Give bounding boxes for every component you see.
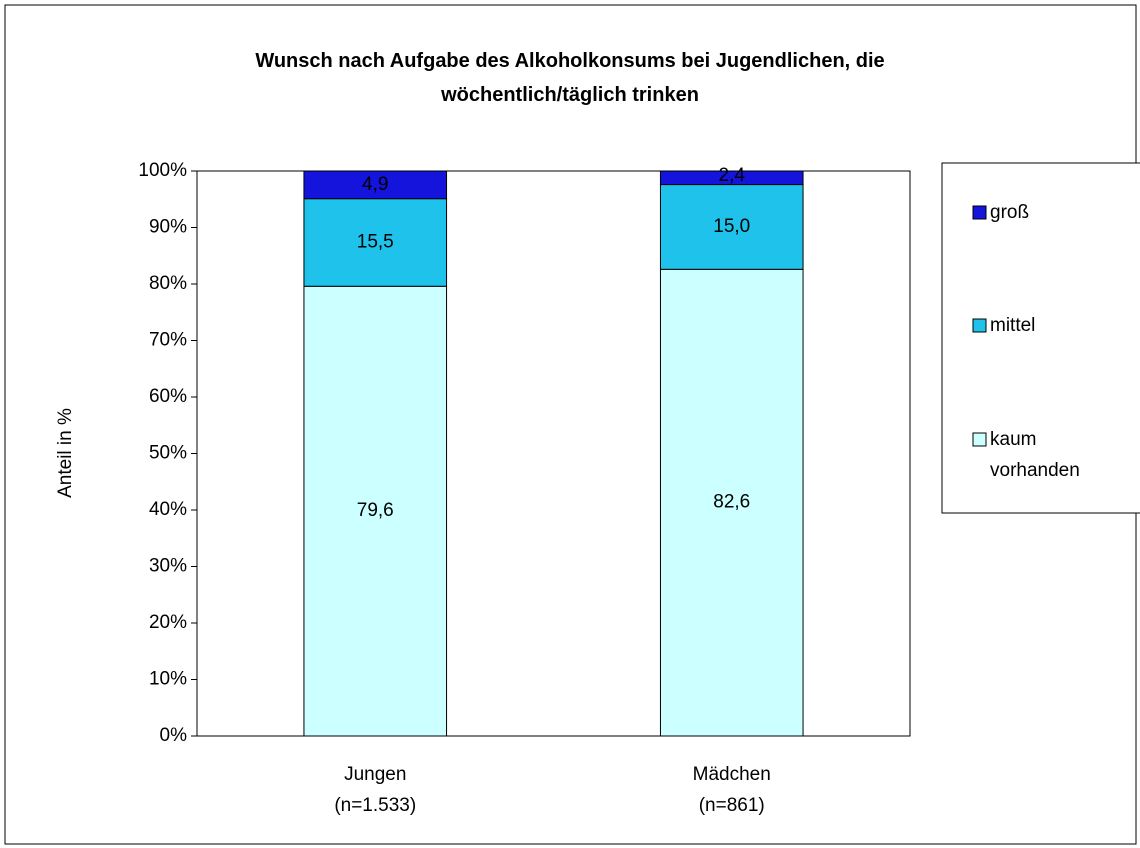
y-tick-label: 90%: [149, 217, 187, 238]
data-label: 4,9: [362, 174, 388, 195]
bar-segment: [303, 198, 448, 287]
data-label: 2,4: [719, 165, 746, 186]
y-tick-label: 20%: [149, 612, 187, 633]
y-tick-label: 100%: [138, 160, 187, 181]
data-label: 15,5: [357, 231, 394, 252]
y-tick-label: 30%: [149, 556, 187, 577]
data-label: 15,0: [713, 216, 750, 237]
y-tick-label: 60%: [149, 386, 187, 407]
chart-title: Wunsch nach Aufgabe des Alkoholkonsums b…: [255, 50, 884, 106]
legend-swatch: [972, 205, 987, 220]
legend-label: kaum vorhanden: [990, 429, 1080, 481]
legend-swatch: [972, 318, 987, 333]
legend-swatch: [972, 432, 987, 447]
legend-box: [941, 162, 1140, 514]
x-tick-label: Jungen (n=1.533): [334, 764, 416, 816]
legend-label: groß: [990, 202, 1029, 223]
bar-segment: [659, 170, 804, 186]
data-label: 82,6: [713, 492, 750, 513]
x-tick-label: Mädchen (n=861): [693, 764, 771, 816]
bar-segment: [659, 184, 804, 270]
y-tick-label: 40%: [149, 499, 187, 520]
bar-segment: [303, 170, 448, 200]
data-label: 79,6: [357, 500, 394, 521]
y-tick-label: 10%: [149, 669, 187, 690]
legend-label: mittel: [990, 315, 1035, 336]
y-axis-label: Anteil in %: [55, 408, 76, 498]
bar-segment: [303, 285, 448, 737]
y-tick-label: 80%: [149, 273, 187, 294]
y-tick-label: 70%: [149, 330, 187, 351]
y-tick-label: 0%: [160, 725, 188, 746]
y-tick-label: 50%: [149, 443, 187, 464]
